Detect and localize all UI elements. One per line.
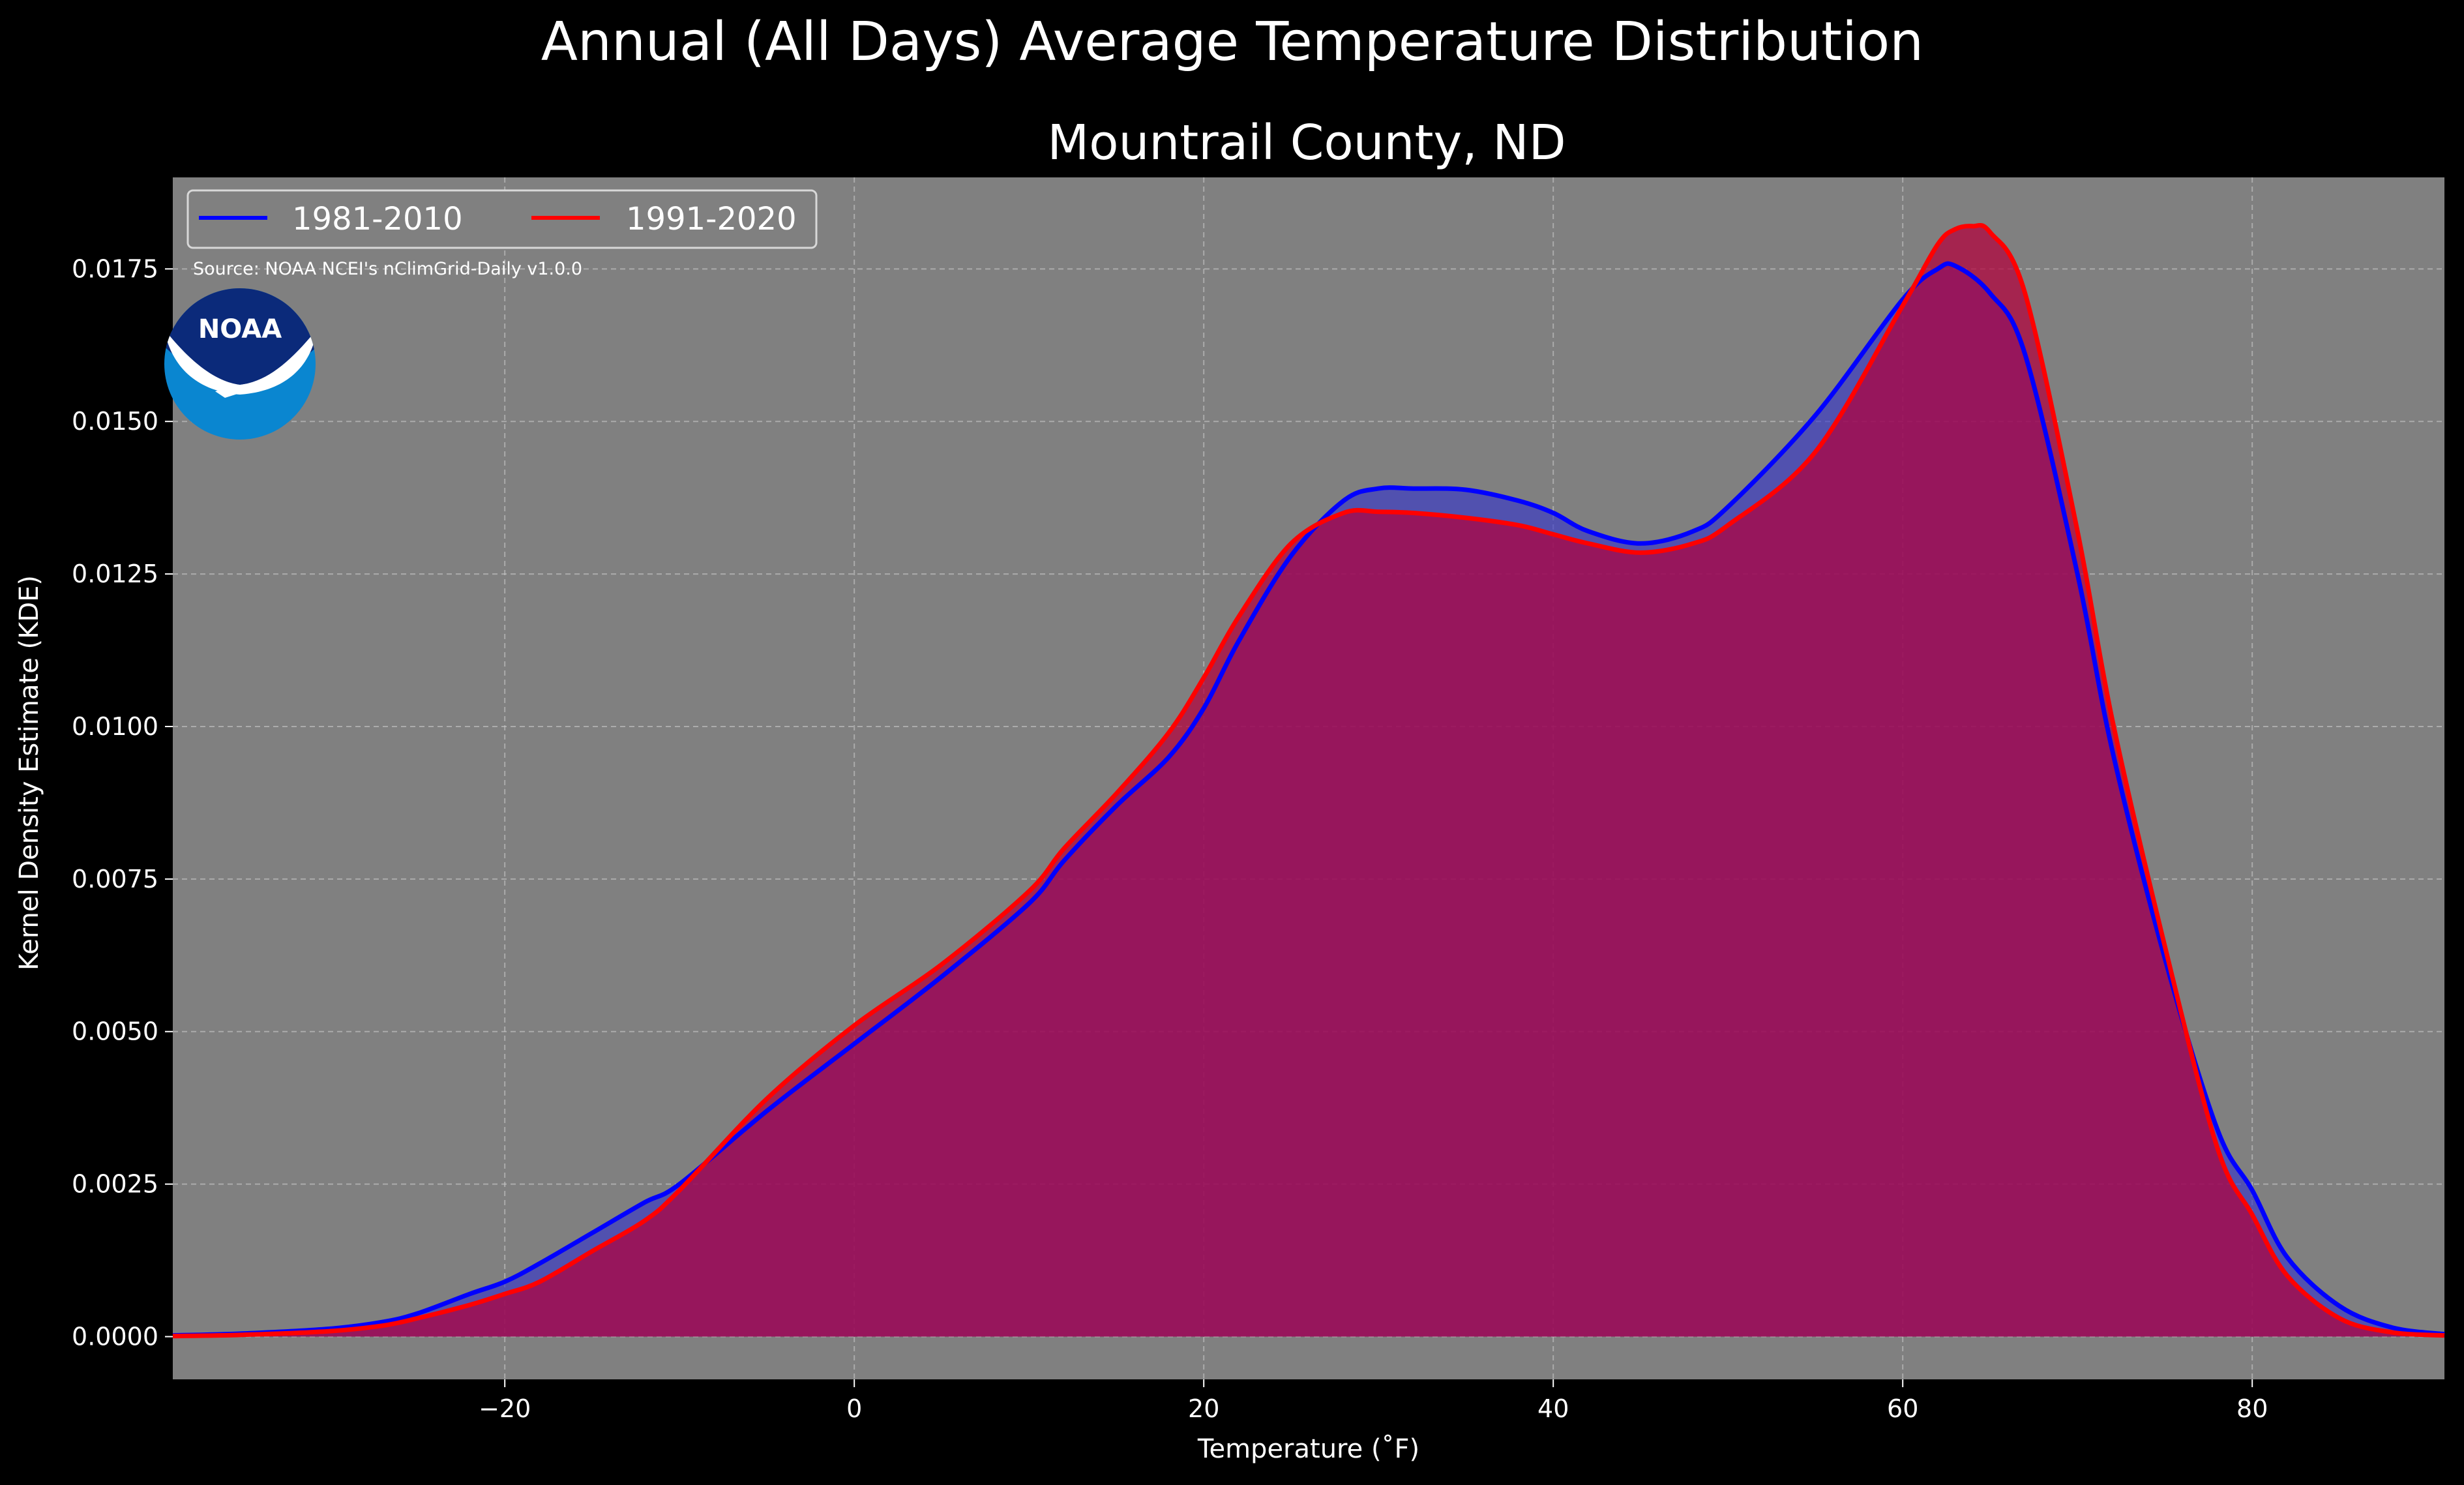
- series-layer: [172, 222, 2445, 1339]
- y-axis-label: Kernel Density Estimate (KDE): [14, 575, 44, 970]
- x-tick-label: −20: [479, 1394, 531, 1423]
- x-tick-label: 40: [1537, 1394, 1569, 1423]
- logo-text: NOAA: [198, 314, 282, 344]
- noaa-logo: NOAA: [164, 288, 316, 440]
- legend: 1981-2010 1991-2020: [186, 189, 818, 249]
- series-area-1991-2020: [173, 225, 2444, 1337]
- legend-label-1981-2010: 1981-2010: [292, 201, 463, 237]
- x-tick-label: 80: [2236, 1394, 2268, 1423]
- series-line-1981-2010: [172, 261, 2445, 1338]
- figure-title: Annual (All Days) Average Temperature Di…: [541, 11, 1923, 73]
- y-tick-label: 0.0175: [72, 254, 158, 283]
- x-axis-label: Temperature (˚F): [1197, 1434, 1419, 1464]
- y-tick-label: 0.0100: [72, 712, 158, 741]
- y-tick-label: 0.0025: [72, 1170, 158, 1199]
- y-axis: 0.0000 0.0025 0.0050 0.0075 0.0100 0.0125 0.01…: [72, 254, 173, 1351]
- y-tick-label: 0.0125: [72, 560, 158, 588]
- logo-bird-icon: [215, 382, 274, 398]
- x-axis: −20 0 20 40 60 80: [479, 1379, 2268, 1423]
- y-tick-label: 0.0000: [72, 1323, 158, 1351]
- source-note: Source: NOAA NCEI's nClimGrid-Daily v1.0…: [193, 259, 582, 279]
- x-tick-label: 60: [1887, 1394, 1918, 1423]
- legend-label-1991-2020: 1991-2020: [626, 201, 797, 237]
- series-line-1991-2020: [172, 222, 2445, 1339]
- y-tick-label: 0.0050: [72, 1017, 158, 1046]
- y-tick-label: 0.0150: [72, 407, 158, 436]
- x-tick-label: 0: [846, 1394, 862, 1423]
- y-tick-label: 0.0075: [72, 865, 158, 893]
- logo-wave: [164, 329, 316, 395]
- plot-title: Mountrail County, ND: [1047, 115, 1566, 171]
- legend-box: [186, 189, 818, 249]
- x-tick-label: 20: [1188, 1394, 1219, 1423]
- logo-top: [164, 288, 316, 385]
